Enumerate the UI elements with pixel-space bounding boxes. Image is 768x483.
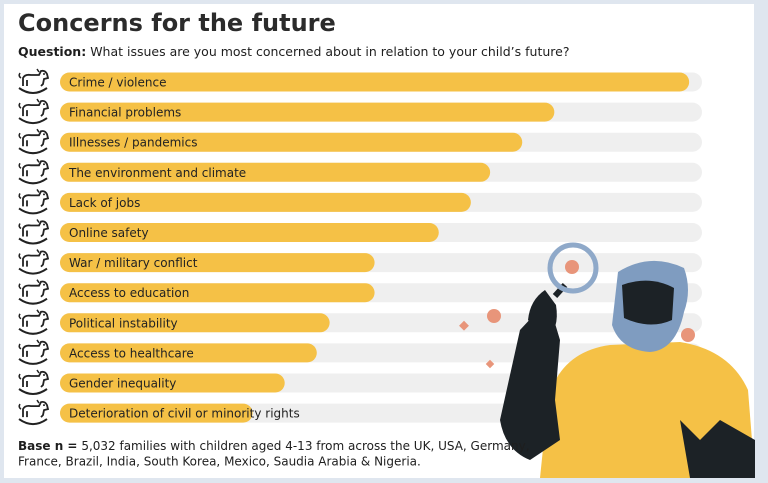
question-label: Question:: [18, 44, 86, 59]
bar-label: Deterioration of civil or minority right…: [69, 407, 300, 421]
footnote-line: 5,032 families with children aged 4-13 f…: [81, 439, 529, 453]
question: Question: What issues are you most conce…: [18, 44, 569, 59]
question-text: What issues are you most concerned about…: [90, 44, 569, 59]
footnote-label: Base n =: [18, 439, 77, 453]
bar: [60, 343, 317, 363]
bar: [60, 132, 523, 152]
bar-label: Access to education: [69, 286, 189, 300]
bar: [60, 192, 471, 212]
bar: [60, 373, 285, 393]
hand-lower: [680, 420, 755, 478]
chart-title: Concerns for the future: [18, 9, 336, 37]
bar: [60, 253, 375, 273]
dot: [565, 260, 579, 274]
bar: [60, 283, 375, 303]
bar-label: War / military conflict: [69, 256, 198, 270]
bar-label: Access to healthcare: [69, 346, 194, 360]
diamond: [459, 320, 469, 331]
bar: [60, 72, 690, 92]
footnote: France, Brazil, India, South Korea, Mexi…: [18, 455, 421, 469]
footnote: Base n = 5,032 families with children ag…: [18, 439, 530, 453]
bar: [60, 403, 253, 423]
bar-label: Illnesses / pandemics: [69, 136, 197, 150]
bar: [60, 313, 330, 333]
illustration: [459, 242, 755, 478]
bar: [60, 162, 491, 182]
bar-label: The environment and climate: [68, 166, 246, 180]
bar: [60, 102, 555, 122]
hand: [528, 290, 557, 340]
dot: [681, 328, 695, 342]
bar-label: Financial problems: [69, 106, 181, 120]
bar-label: Online safety: [69, 226, 149, 240]
face: [622, 280, 674, 325]
magnifier: [547, 242, 599, 294]
bar-label: Gender inequality: [69, 377, 176, 391]
dot: [487, 309, 501, 323]
bar: [60, 223, 439, 242]
bar-label: Political instability: [69, 316, 178, 330]
diamond: [485, 359, 495, 369]
bar-label: Lack of jobs: [69, 196, 140, 210]
bar-label: Crime / violence: [69, 76, 166, 90]
